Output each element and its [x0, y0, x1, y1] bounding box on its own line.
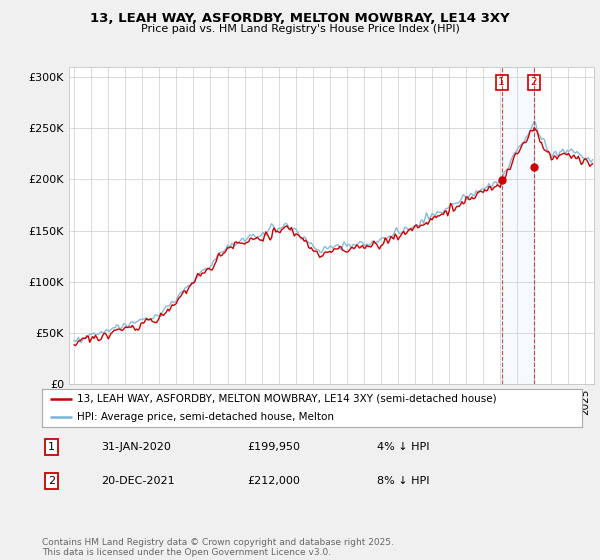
Text: 20-DEC-2021: 20-DEC-2021 — [101, 476, 175, 486]
Text: Contains HM Land Registry data © Crown copyright and database right 2025.
This d: Contains HM Land Registry data © Crown c… — [42, 538, 394, 557]
Text: 2: 2 — [48, 476, 55, 486]
Text: 13, LEAH WAY, ASFORDBY, MELTON MOWBRAY, LE14 3XY (semi-detached house): 13, LEAH WAY, ASFORDBY, MELTON MOWBRAY, … — [77, 394, 497, 404]
Text: 2: 2 — [530, 77, 537, 87]
Text: 1: 1 — [499, 77, 505, 87]
Text: 8% ↓ HPI: 8% ↓ HPI — [377, 476, 430, 486]
Text: 4% ↓ HPI: 4% ↓ HPI — [377, 442, 430, 452]
Text: 1: 1 — [48, 442, 55, 452]
Text: 13, LEAH WAY, ASFORDBY, MELTON MOWBRAY, LE14 3XY: 13, LEAH WAY, ASFORDBY, MELTON MOWBRAY, … — [90, 12, 510, 25]
Text: Price paid vs. HM Land Registry's House Price Index (HPI): Price paid vs. HM Land Registry's House … — [140, 24, 460, 34]
Text: 31-JAN-2020: 31-JAN-2020 — [101, 442, 171, 452]
Text: £212,000: £212,000 — [247, 476, 300, 486]
Text: HPI: Average price, semi-detached house, Melton: HPI: Average price, semi-detached house,… — [77, 412, 334, 422]
Text: £199,950: £199,950 — [247, 442, 300, 452]
Bar — [502, 67, 534, 384]
